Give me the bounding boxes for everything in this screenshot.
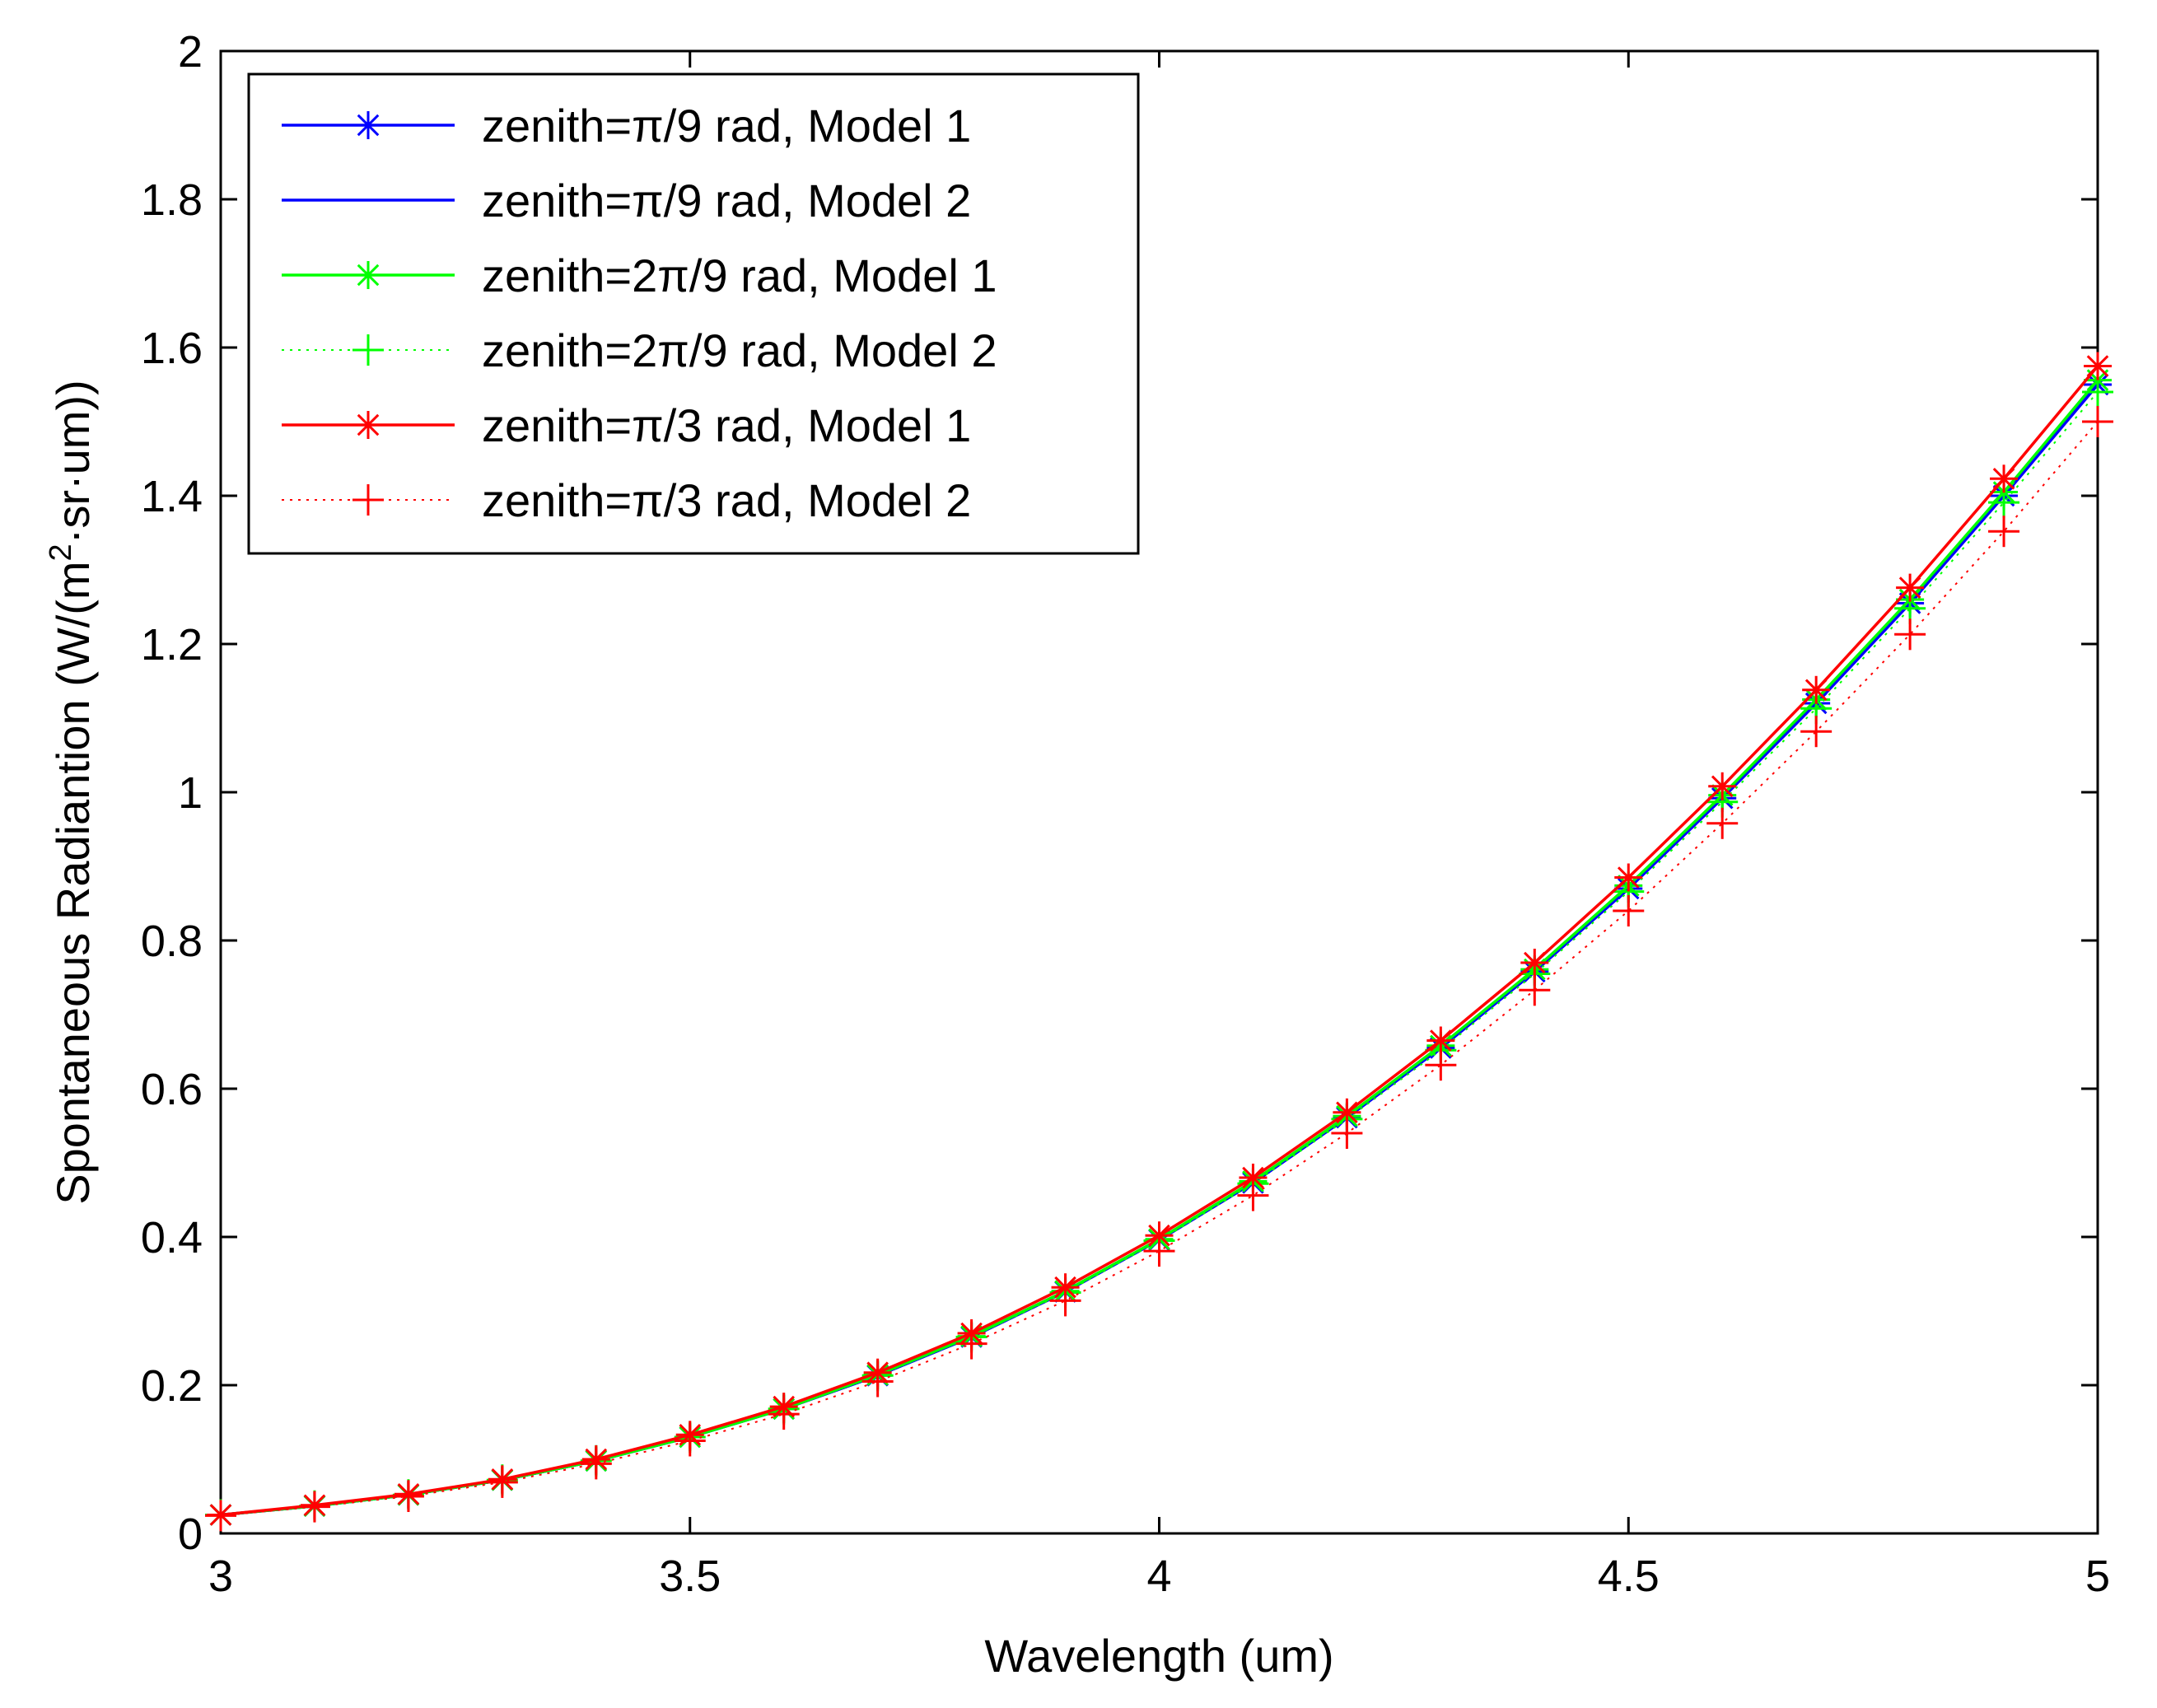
data-point (354, 261, 382, 289)
x-tick-label: 3.5 (659, 1552, 721, 1601)
legend-label: zenith=π/3 rad, Model 2 (482, 474, 971, 526)
y-axis-label-superscript: 2 (44, 544, 78, 561)
data-point (1896, 574, 1924, 602)
x-tick-label: 4.5 (1598, 1552, 1660, 1601)
y-tick-label: 0.4 (141, 1213, 203, 1262)
legend-label: zenith=π/9 rad, Model 1 (482, 100, 971, 152)
y-tick-label: 0 (178, 1510, 203, 1559)
x-tick-label: 5 (2085, 1552, 2110, 1601)
x-tick-label: 4 (1146, 1552, 1171, 1601)
legend-label: zenith=2π/9 rad, Model 2 (482, 324, 997, 376)
x-axis-label: Wavelength (um) (984, 1630, 1333, 1682)
y-axis-label: Spontaneous Radiantion (W/(m2·sr·um)) (44, 380, 99, 1204)
y-axis-label-suffix: ·sr·um)) (47, 380, 99, 544)
y-tick-label: 1.6 (141, 324, 203, 373)
y-axis-label-prefix: Spontaneous Radiantion (W/(m (47, 561, 99, 1204)
data-point (354, 411, 382, 439)
legend: zenith=π/9 rad, Model 1 zenith=π/9 rad, M… (249, 74, 1138, 553)
legend-label: zenith=2π/9 rad, Model 1 (482, 250, 997, 301)
data-point (1708, 772, 1736, 800)
data-point (1520, 949, 1548, 977)
chart: 3 3.5 4 4.5 5 0 0.2 0.4 0.6 0.8 1 1.2 1.4 1.6 1.8 2 Wav… (0, 0, 2157, 1708)
data-point (1990, 464, 2018, 492)
y-tick-label: 1.2 (141, 620, 203, 670)
x-tick-label: 3 (208, 1552, 233, 1601)
legend-label: zenith=π/3 rad, Model 1 (482, 399, 971, 451)
data-point (2084, 352, 2112, 380)
data-point (1802, 676, 1830, 704)
y-tick-label: 1.8 (141, 175, 203, 225)
data-point (1614, 864, 1642, 892)
y-tick-label: 1 (178, 768, 203, 818)
y-tick-label: 1.4 (141, 472, 203, 521)
y-tick-label: 0.6 (141, 1065, 203, 1114)
y-tick-label: 0.8 (141, 917, 203, 966)
y-tick-label: 0.2 (141, 1361, 203, 1411)
legend-label: zenith=π/9 rad, Model 2 (482, 175, 971, 226)
y-tick-label: 2 (178, 27, 203, 77)
data-point (354, 111, 382, 139)
